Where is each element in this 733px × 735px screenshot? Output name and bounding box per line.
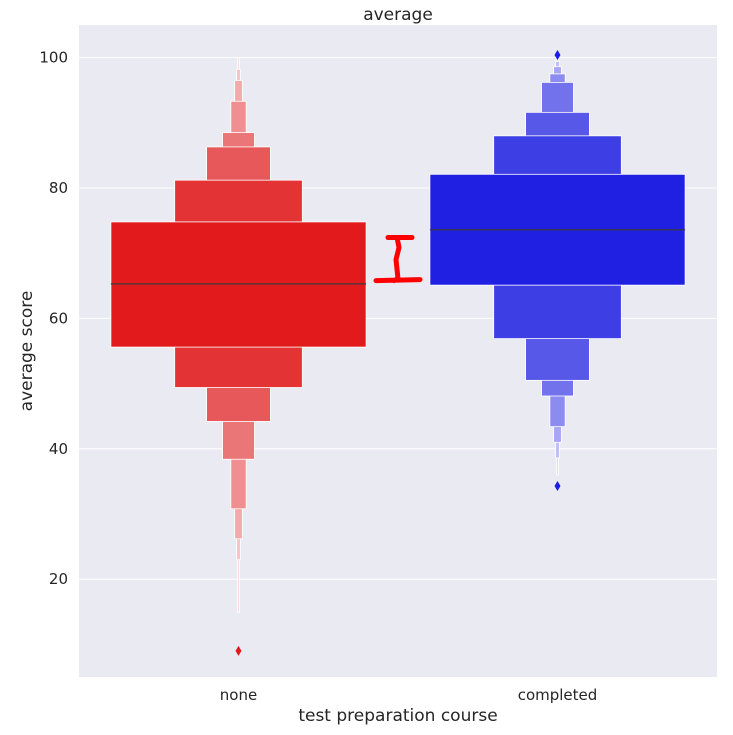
y-tick-label: 100	[39, 49, 68, 67]
boxen-series	[110, 49, 686, 656]
x-tick-label: completed	[518, 686, 598, 704]
y-tick-label: 40	[49, 440, 68, 458]
y-axis-title: average score	[17, 291, 37, 412]
y-tick-label: 20	[49, 570, 68, 588]
outlier-point	[554, 480, 561, 491]
outlier-point	[235, 645, 242, 656]
box-level	[110, 221, 367, 348]
y-tick-label: 80	[49, 179, 68, 197]
series-completed	[429, 49, 686, 491]
x-tick-label: none	[220, 686, 257, 704]
y-tick-labels: 20 40 60 80 100	[39, 49, 68, 589]
y-tick-label: 60	[49, 309, 68, 327]
x-tick-labels: none completed	[220, 686, 598, 704]
x-axis-title: test preparation course	[298, 706, 497, 726]
annotation-layer	[373, 235, 423, 284]
outlier-point	[554, 49, 561, 60]
series-none	[110, 57, 367, 656]
annotation-bracket	[373, 235, 423, 284]
chart-title: average	[363, 5, 433, 25]
